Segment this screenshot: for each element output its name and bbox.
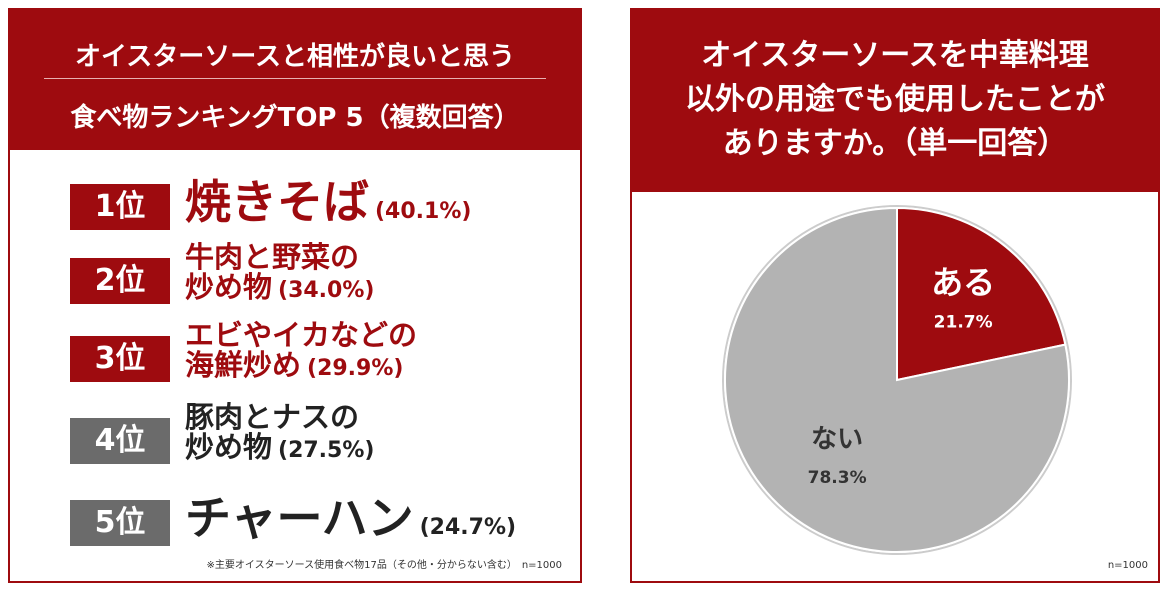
item-name-text: 牛肉と野菜の	[185, 240, 360, 274]
ranking-header: オイスターソースと相性が良いと思う 食べ物ランキングTOP 5（複数回答）	[10, 10, 580, 150]
item-name-text: 豚肉とナスの	[185, 400, 360, 434]
item-name: 豚肉とナスの 炒め物 (27.5%)	[185, 402, 374, 463]
item-name: エビやイカなどの 海鮮炒め (29.9%)	[185, 320, 417, 381]
item-name-line: 焼きそば (40.1%)	[185, 178, 471, 226]
item-name-text: チャーハン	[185, 491, 414, 545]
rank-badge: 3位	[70, 336, 170, 382]
item-name-text: 海鮮炒め	[185, 348, 302, 383]
item-name-line: エビやイカなどの	[185, 320, 417, 350]
item-share: (27.5%)	[278, 438, 375, 464]
item-name-line: 牛肉と野菜の	[185, 242, 374, 272]
item-name-line: チャーハン (24.7%)	[185, 494, 516, 542]
pie-title-line: 以外の用途でも使用したことが	[685, 82, 1105, 117]
pie-note: n=1000	[1107, 560, 1148, 571]
rank-badge: 1位	[70, 184, 170, 230]
item-share: (29.9%)	[307, 356, 404, 382]
item-share: (40.1%)	[375, 199, 472, 224]
rank-badge: 2位	[70, 258, 170, 304]
ranking-title-line: オイスターソースと相性が良いと思う	[75, 42, 515, 72]
ranking-panel: オイスターソースと相性が良いと思う 食べ物ランキングTOP 5（複数回答） ※主…	[8, 8, 582, 583]
item-name-text: 炒め物	[185, 430, 273, 465]
item-name-line: 炒め物 (34.0%)	[185, 272, 374, 302]
item-name-text: エビやイカなどの	[185, 318, 418, 352]
pie-title-line: ありますか。（単一回答）	[722, 126, 1068, 161]
item-name: チャーハン (24.7%)	[185, 494, 516, 542]
rank-badge: 4位	[70, 418, 170, 464]
pie-header: オイスターソースを中華料理 以外の用途でも使用したことが ありますか。（単一回答…	[632, 10, 1158, 192]
item-name-line: 炒め物 (27.5%)	[185, 432, 374, 462]
pie-panel: オイスターソースを中華料理 以外の用途でも使用したことが ありますか。（単一回答…	[630, 8, 1160, 583]
rank-badge: 5位	[70, 500, 170, 546]
item-name-text: 焼きそば	[185, 175, 369, 229]
ranking-title-line: 食べ物ランキングTOP 5（複数回答）	[70, 103, 520, 133]
item-name-line: 豚肉とナスの	[185, 402, 374, 432]
item-name-text: 炒め物	[185, 270, 273, 305]
item-share: (24.7%)	[419, 515, 517, 540]
item-share: (34.0%)	[278, 278, 375, 304]
pie-title-line: オイスターソースを中華料理	[701, 38, 1089, 73]
title-divider	[44, 78, 546, 79]
ranking-note: ※主要オイスターソース使用食べ物17品（その他・分からない含む） n=1000	[206, 560, 562, 571]
item-name-line: 海鮮炒め (29.9%)	[185, 350, 417, 380]
item-name: 焼きそば (40.1%)	[185, 178, 471, 226]
item-name: 牛肉と野菜の 炒め物 (34.0%)	[185, 242, 374, 303]
